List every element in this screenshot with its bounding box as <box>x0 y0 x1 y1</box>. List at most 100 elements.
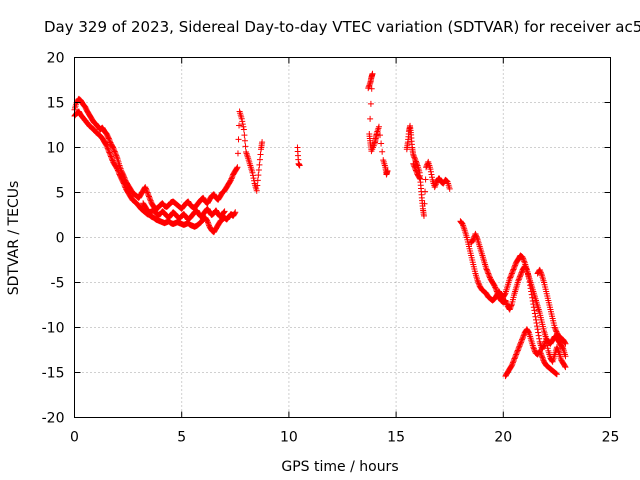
data-point <box>106 136 113 143</box>
data-point <box>231 210 238 217</box>
data-point <box>253 187 260 194</box>
data-point <box>537 268 544 275</box>
data-point <box>250 175 257 182</box>
data-point <box>530 304 537 311</box>
data-point <box>512 354 519 361</box>
data-point <box>515 277 522 284</box>
data-point <box>241 132 248 139</box>
y-tick-label: 5 <box>56 186 65 202</box>
data-point <box>562 364 569 371</box>
data-point <box>366 81 373 88</box>
y-tick-label: 0 <box>56 231 65 247</box>
data-point <box>520 333 527 340</box>
data-point <box>511 355 518 362</box>
data-point <box>484 269 491 276</box>
data-point <box>507 303 514 310</box>
data-point <box>527 282 534 289</box>
data-point <box>485 271 492 278</box>
data-point <box>518 338 525 344</box>
data-point <box>412 167 419 174</box>
data-point <box>509 269 516 276</box>
x-tick-label: 25 <box>602 430 620 446</box>
data-point <box>239 118 246 125</box>
data-point <box>516 342 523 349</box>
series-ac53-track-h <box>502 326 560 380</box>
data-point <box>537 350 544 357</box>
data-point <box>525 329 532 335</box>
data-point <box>554 345 561 352</box>
data-point <box>413 168 420 175</box>
data-point <box>508 270 515 277</box>
data-point <box>416 175 423 182</box>
data-point <box>240 123 247 130</box>
data-point <box>146 194 153 201</box>
data-point <box>110 144 117 151</box>
data-point <box>103 142 110 149</box>
data-point <box>523 266 530 272</box>
data-point <box>506 306 513 313</box>
data-point <box>552 327 559 334</box>
data-point <box>242 143 249 150</box>
data-point <box>515 276 522 283</box>
data-point <box>483 265 490 272</box>
series-ac53-track-g <box>468 230 569 371</box>
data-point <box>507 273 514 280</box>
data-point <box>562 353 569 360</box>
x-tick-label: 20 <box>494 430 512 446</box>
data-point <box>422 176 429 183</box>
data-point <box>109 156 116 163</box>
data-point <box>384 167 391 174</box>
data-point <box>513 350 520 357</box>
data-point <box>561 339 568 346</box>
data-point <box>432 182 439 189</box>
data-point <box>552 325 559 332</box>
y-tick-label: -5 <box>51 276 65 292</box>
data-point <box>113 153 120 160</box>
chart-title: Day 329 of 2023, Sidereal Day-to-day VTE… <box>44 18 640 36</box>
data-point <box>410 153 417 160</box>
data-point <box>143 188 150 195</box>
data-point <box>255 172 262 179</box>
data-point <box>105 146 112 153</box>
data-point <box>238 115 245 122</box>
data-point <box>114 167 121 174</box>
data-point <box>474 234 481 241</box>
data-point <box>105 135 112 142</box>
data-point <box>493 288 500 295</box>
data-point <box>532 313 539 320</box>
data-point <box>472 230 479 237</box>
y-tick-label: -20 <box>42 411 65 427</box>
data-point <box>234 164 241 171</box>
data-point <box>507 274 514 281</box>
data-point <box>486 273 493 280</box>
data-point <box>255 167 262 173</box>
data-point <box>532 316 539 323</box>
data-point <box>530 344 537 351</box>
data-point <box>105 148 112 155</box>
data-point <box>509 359 516 366</box>
data-point <box>104 144 111 151</box>
data-point <box>531 347 538 353</box>
data-point <box>410 151 417 158</box>
data-point <box>432 181 439 188</box>
data-point <box>512 262 519 269</box>
data-point <box>411 163 418 170</box>
data-point <box>494 291 501 298</box>
data-point <box>535 329 542 336</box>
series-ac53-track-b <box>71 108 239 236</box>
data-point <box>473 233 480 240</box>
data-point <box>369 70 376 77</box>
data-point <box>514 348 521 355</box>
data-point <box>530 301 537 308</box>
data-point <box>144 189 151 196</box>
data-point <box>538 270 545 277</box>
data-point <box>492 284 499 291</box>
data-point <box>508 302 515 309</box>
data-point <box>446 185 453 192</box>
data-point <box>474 277 481 284</box>
data-point <box>520 257 527 263</box>
x-tick-label: 10 <box>280 430 298 446</box>
data-point <box>506 275 513 282</box>
data-point <box>529 297 536 304</box>
